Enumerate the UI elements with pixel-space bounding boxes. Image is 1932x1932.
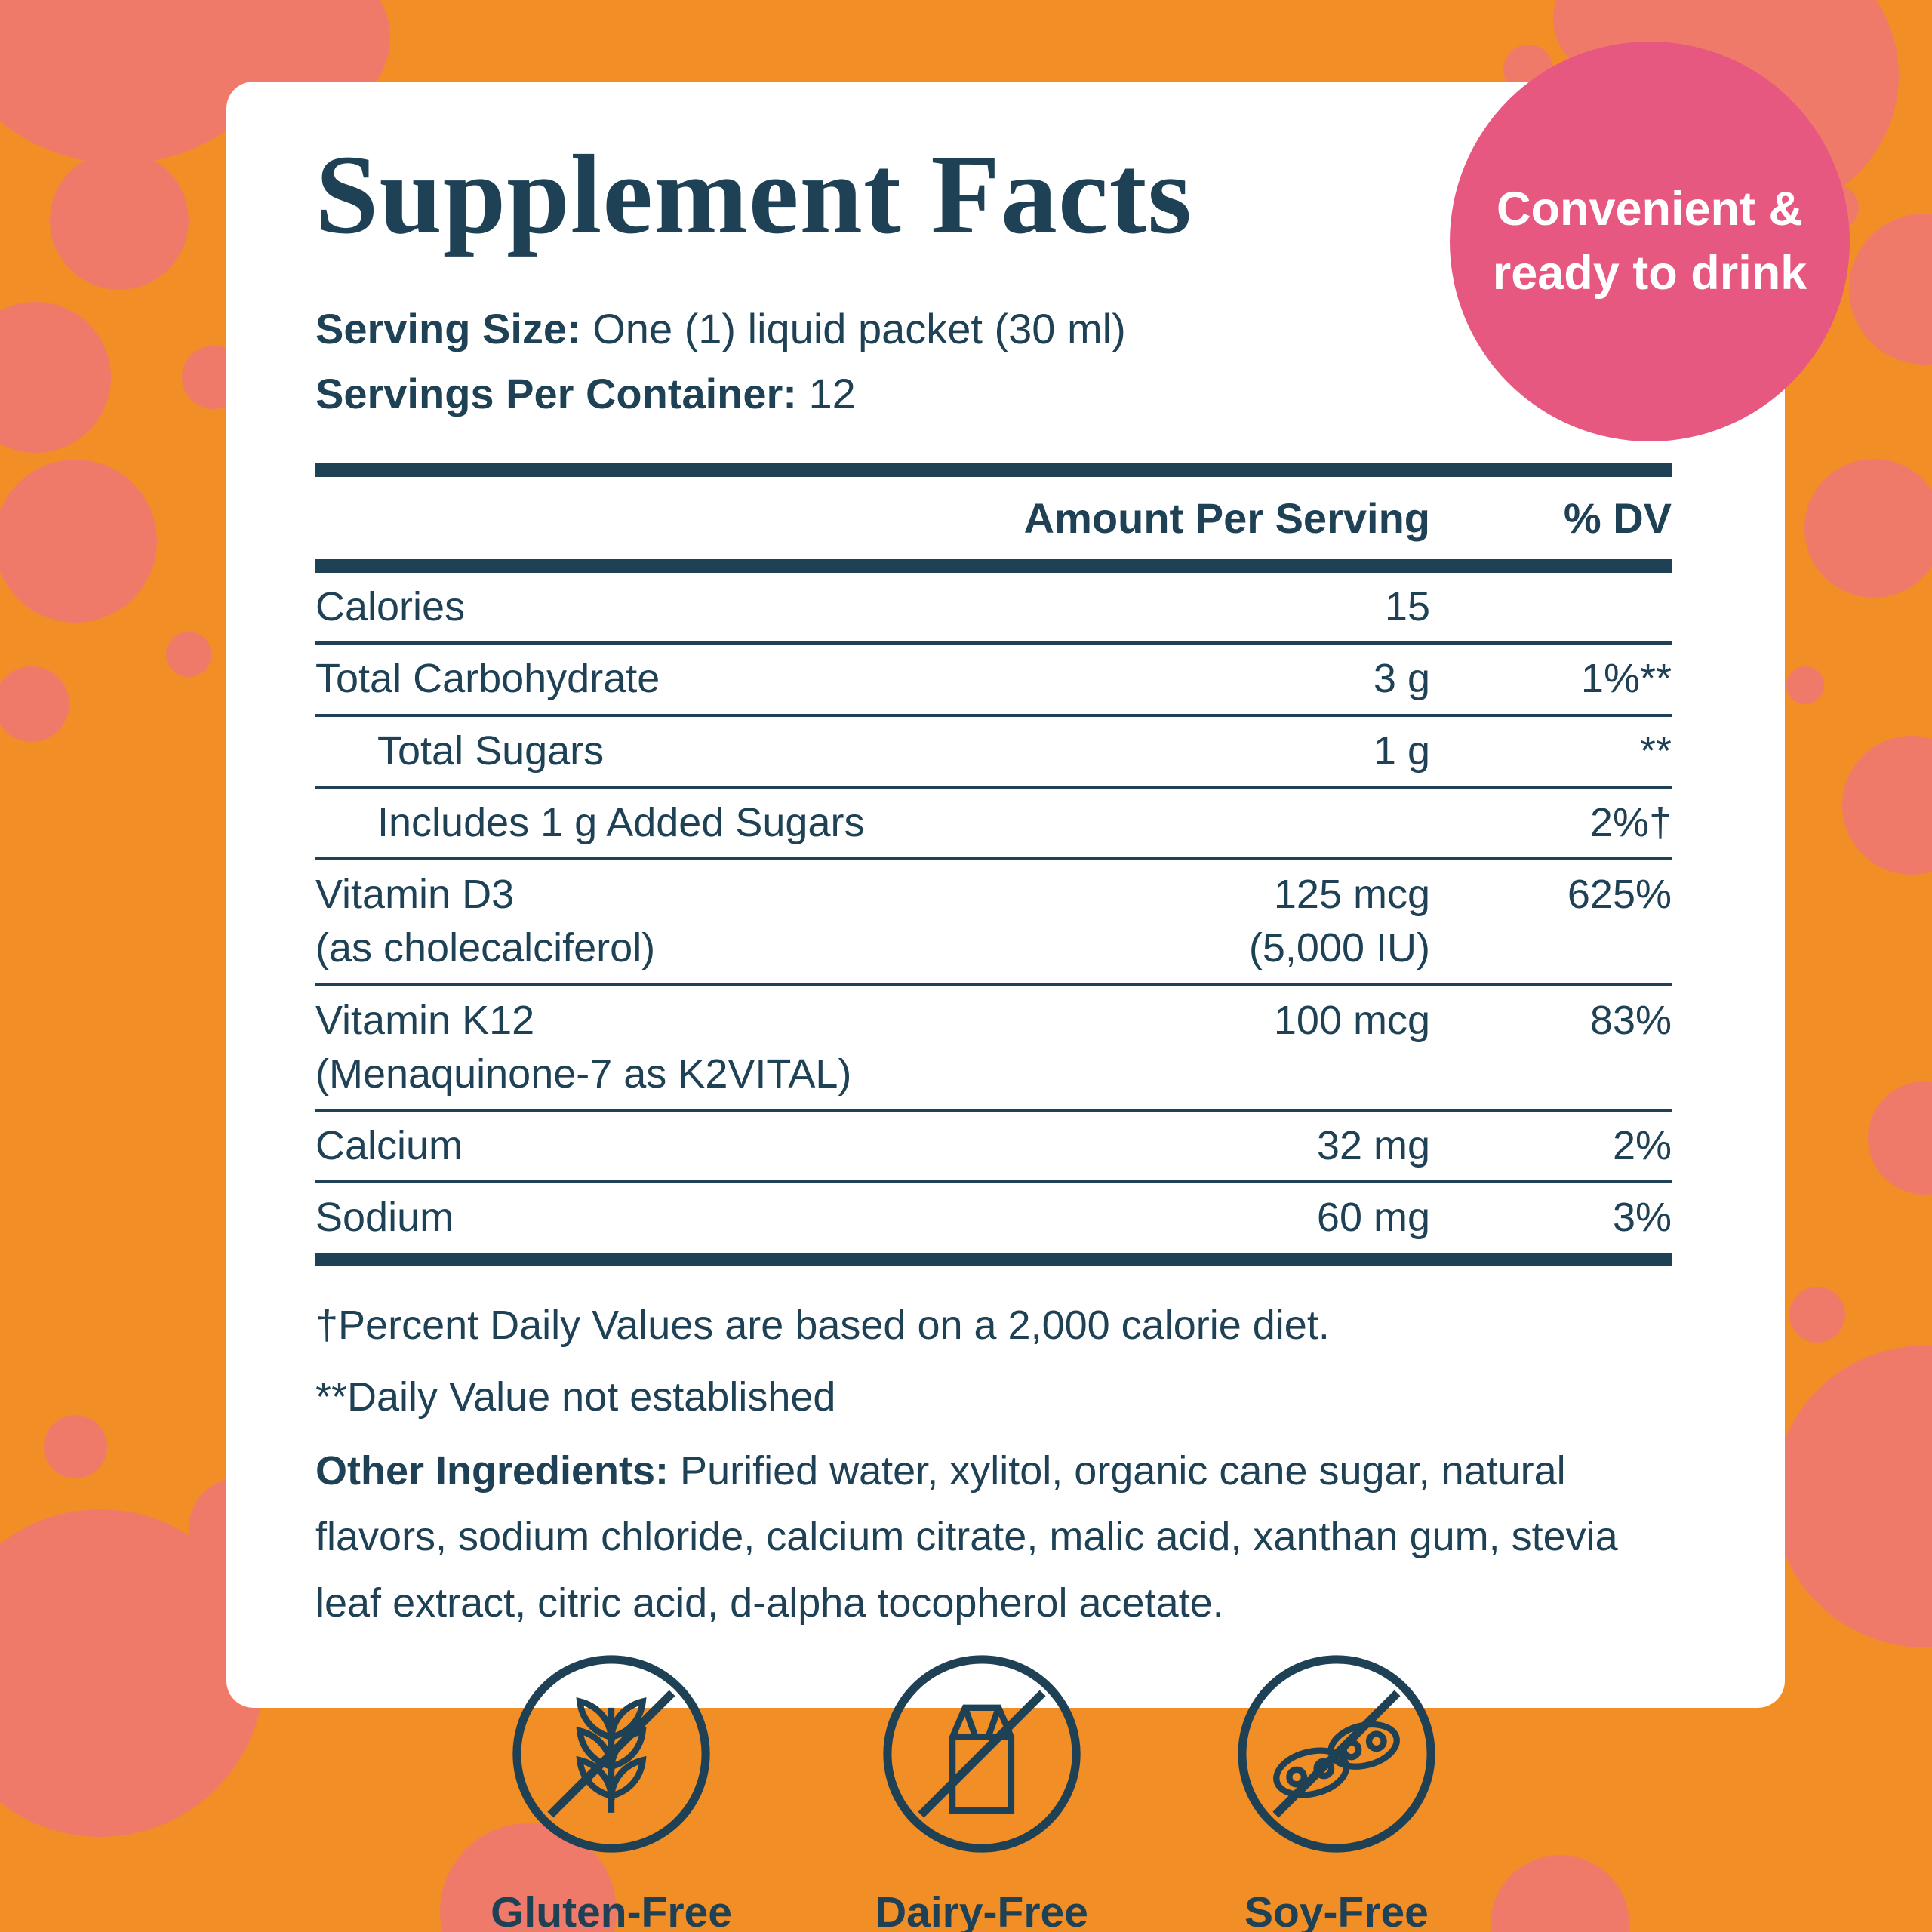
nutrient-name: Sodium: [315, 1195, 454, 1241]
nutrient-name: Total Sugars: [377, 728, 605, 774]
bubble: [0, 302, 111, 453]
nutrient-dv: **: [1639, 728, 1672, 774]
nutrient-name: Vitamin K12 (Menaquinone-7 as K2VITAL): [315, 997, 852, 1097]
table-row: Includes 1 g Added Sugars 2%†: [315, 789, 1672, 861]
bubble: [1849, 214, 1932, 365]
footnote-daily-values: †Percent Daily Values are based on a 2,0…: [315, 1302, 1330, 1348]
nutrient-amount: 15: [1384, 584, 1430, 630]
bubble: [0, 1509, 264, 1837]
milk-carton-icon: [883, 1655, 1081, 1853]
table-top-bar: [315, 463, 1672, 478]
soybean-icon: [1238, 1655, 1435, 1853]
badge-line-2: ready to drink: [1492, 247, 1807, 300]
col-header-dv: % DV: [1563, 494, 1672, 543]
dairy-free-label: Dairy-Free: [875, 1888, 1088, 1932]
other-ingredients-text: Purified water, xylitol, organic cane su…: [315, 1447, 1618, 1626]
servings-value: 12: [808, 370, 856, 418]
footnote-dv-not-established: **Daily Value not established: [315, 1374, 836, 1420]
badge-line-1: Convenient &: [1496, 182, 1804, 235]
nutrient-dv: 2%: [1612, 1123, 1672, 1169]
nutrient-dv: 3%: [1612, 1195, 1672, 1241]
nutrient-amount: 60 mg: [1316, 1195, 1430, 1241]
bubble: [50, 151, 189, 290]
bubble: [1786, 666, 1824, 704]
nutrient-dv: 1%**: [1580, 656, 1672, 702]
bubble: [44, 1415, 107, 1478]
servings-per-container-line: Servings Per Container: 12: [315, 361, 1672, 427]
bubble: [1868, 1081, 1932, 1195]
nutrient-name: Total Carbohydrate: [315, 656, 660, 702]
bubble: [166, 632, 211, 677]
page-title: Supplement Facts: [315, 132, 1192, 257]
nutrient-amount: 100 mcg: [1273, 997, 1430, 1043]
table-row: Total Sugars 1 g **: [315, 717, 1672, 789]
nutrient-amount: 3 g: [1373, 656, 1430, 702]
table-row: Vitamin K12 (Menaquinone-7 as K2VITAL) 100…: [315, 986, 1672, 1112]
table-row: Vitamin D3 (as cholecalciferol) 125 mcg (5,…: [315, 860, 1672, 986]
convenience-badge: Convenient & ready to drink: [1450, 42, 1850, 441]
bubble: [1842, 736, 1932, 875]
bubble: [1804, 459, 1932, 598]
free-from-badges: Gluten-Free Dairy-Free: [0, 1649, 1932, 1932]
facts-table: Amount Per Serving % DV Calories 15 Total…: [315, 463, 1672, 1266]
bubble: [1774, 1346, 1932, 1647]
nutrient-amount: 1 g: [1373, 728, 1430, 774]
gluten-free-label: Gluten-Free: [491, 1888, 732, 1932]
nutrient-name: Includes 1 g Added Sugars: [377, 799, 865, 845]
nutrient-dv: 625%: [1567, 872, 1672, 918]
table-row: Calories 15: [315, 573, 1672, 645]
servings-label: Servings Per Container:: [315, 370, 797, 418]
nutrient-dv: 83%: [1589, 997, 1672, 1043]
nutrient-dv: [1430, 580, 1672, 634]
table-header-row: Amount Per Serving % DV: [315, 477, 1672, 559]
other-ingredients: Other Ingredients: Purified water, xylit…: [315, 1438, 1672, 1636]
nutrient-dv: 2%†: [1589, 799, 1672, 845]
facts-rows: Calories 15 Total Carbohydrate 3 g 1%** Tota…: [315, 573, 1672, 1253]
nutrient-amount: [962, 796, 1430, 850]
bubble: [0, 666, 69, 742]
nutrient-amount: 125 mcg (5,000 IU): [1248, 872, 1430, 971]
table-header-bar: [315, 559, 1672, 574]
soy-free-label: Soy-Free: [1244, 1888, 1429, 1932]
gluten-free-badge: Gluten-Free: [491, 1649, 732, 1932]
bubble: [1789, 1287, 1845, 1343]
supplement-facts-card: Supplement Facts Serving Size: One (1) l…: [226, 82, 1785, 1709]
serving-size-label: Serving Size:: [315, 304, 581, 352]
nutrient-amount: 32 mg: [1316, 1123, 1430, 1169]
nutrient-name: Calories: [315, 584, 466, 630]
soy-free-badge: Soy-Free: [1232, 1649, 1441, 1932]
other-ingredients-label: Other Ingredients:: [315, 1447, 669, 1494]
table-row: Calcium 32 mg 2%: [315, 1112, 1672, 1184]
wheat-icon: [512, 1655, 710, 1853]
nutrient-name: Calcium: [315, 1123, 463, 1169]
serving-size-line: Serving Size: One (1) liquid packet (30 …: [315, 297, 1672, 362]
serving-size-value: One (1) liquid packet (30 ml): [592, 304, 1126, 352]
table-row: Total Carbohydrate 3 g 1%**: [315, 645, 1672, 717]
header-spacer: [315, 494, 962, 543]
footnotes: †Percent Daily Values are based on a 2,0…: [315, 1295, 1672, 1636]
nutrient-name: Vitamin D3 (as cholecalciferol): [315, 872, 656, 971]
dairy-free-badge: Dairy-Free: [875, 1649, 1088, 1932]
table-bottom-bar: [315, 1252, 1672, 1266]
table-row: Sodium 60 mg 3%: [315, 1183, 1672, 1252]
col-header-amount: Amount Per Serving: [1023, 494, 1430, 543]
bubble: [0, 460, 157, 623]
